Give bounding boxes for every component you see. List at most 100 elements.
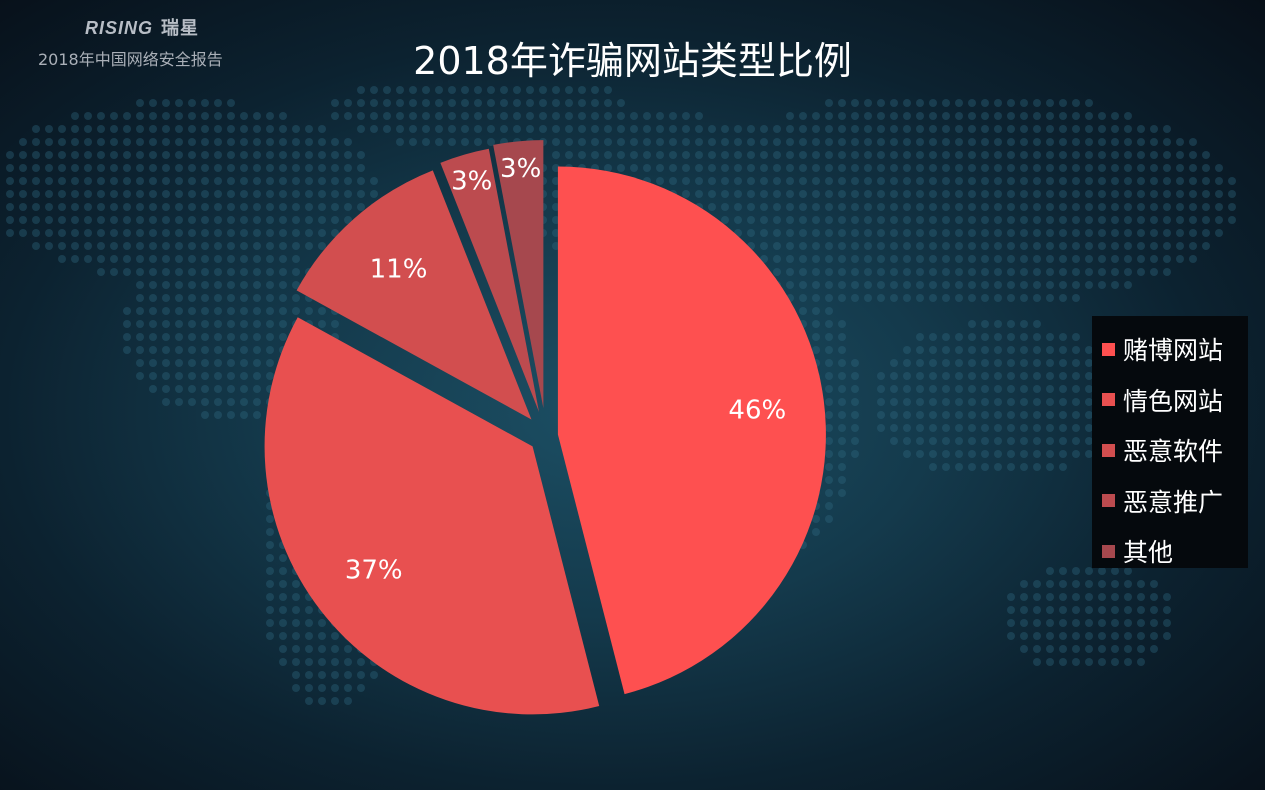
map-dot xyxy=(331,151,339,159)
map-dot xyxy=(1020,164,1028,172)
map-dot xyxy=(305,684,313,692)
map-dot xyxy=(617,125,625,133)
map-dot xyxy=(1059,463,1067,471)
map-dot xyxy=(1046,333,1054,341)
map-dot xyxy=(1150,593,1158,601)
map-dot xyxy=(916,125,924,133)
map-dot xyxy=(955,463,963,471)
map-dot xyxy=(227,268,235,276)
map-dot xyxy=(279,307,287,315)
map-dot xyxy=(1085,177,1093,185)
map-dot xyxy=(838,281,846,289)
map-dot xyxy=(981,151,989,159)
pie-slice xyxy=(264,317,600,715)
pie-slice xyxy=(296,170,532,420)
map-dot xyxy=(188,190,196,198)
map-dot xyxy=(253,372,261,380)
map-dot xyxy=(591,112,599,120)
map-dot xyxy=(266,580,274,588)
map-dot xyxy=(682,151,690,159)
map-dot xyxy=(1085,658,1093,666)
map-dot xyxy=(942,268,950,276)
map-dot xyxy=(1007,229,1015,237)
map-dot xyxy=(1150,242,1158,250)
map-dot xyxy=(487,138,495,146)
map-dot xyxy=(916,229,924,237)
map-dot xyxy=(370,177,378,185)
map-dot xyxy=(1111,268,1119,276)
map-dot xyxy=(227,151,235,159)
map-dot xyxy=(253,346,261,354)
map-dot xyxy=(981,112,989,120)
map-dot xyxy=(825,255,833,263)
map-dot xyxy=(773,229,781,237)
map-dot xyxy=(175,385,183,393)
map-dot xyxy=(721,125,729,133)
map-dot xyxy=(1085,450,1093,458)
map-dot xyxy=(1098,177,1106,185)
slice-percent-label: 11% xyxy=(370,255,428,285)
map-dot xyxy=(318,177,326,185)
map-dot xyxy=(1150,125,1158,133)
map-dot xyxy=(1046,424,1054,432)
map-dot xyxy=(162,320,170,328)
map-dot xyxy=(1033,450,1041,458)
map-dot xyxy=(734,190,742,198)
map-dot xyxy=(799,268,807,276)
map-dot xyxy=(1033,437,1041,445)
map-dot xyxy=(799,164,807,172)
map-dot xyxy=(1163,164,1171,172)
map-dot xyxy=(799,216,807,224)
map-dot xyxy=(916,398,924,406)
map-dot xyxy=(981,450,989,458)
map-dot xyxy=(162,164,170,172)
map-dot xyxy=(188,294,196,302)
map-dot xyxy=(279,203,287,211)
map-dot xyxy=(305,125,313,133)
map-dot xyxy=(994,320,1002,328)
map-dot xyxy=(1059,294,1067,302)
map-dot xyxy=(1007,450,1015,458)
map-dot xyxy=(331,684,339,692)
map-dot xyxy=(1085,229,1093,237)
map-dot xyxy=(305,229,313,237)
map-dot xyxy=(825,242,833,250)
map-dot xyxy=(734,216,742,224)
map-dot xyxy=(812,177,820,185)
map-dot xyxy=(461,112,469,120)
map-dot xyxy=(825,203,833,211)
map-dot xyxy=(929,268,937,276)
map-dot xyxy=(1059,346,1067,354)
map-dot xyxy=(864,229,872,237)
map-dot xyxy=(1189,216,1197,224)
map-dot xyxy=(1033,645,1041,653)
map-dot xyxy=(682,112,690,120)
rising-logo: RISING 瑞星 xyxy=(85,18,200,39)
map-dot xyxy=(266,567,274,575)
map-dot xyxy=(981,411,989,419)
map-dot xyxy=(1046,606,1054,614)
map-dot xyxy=(331,229,339,237)
map-dot xyxy=(331,112,339,120)
map-dot xyxy=(305,606,313,614)
map-dot xyxy=(838,398,846,406)
map-dot xyxy=(838,294,846,302)
map-dot xyxy=(786,125,794,133)
map-dot xyxy=(929,138,937,146)
map-dot xyxy=(396,99,404,107)
map-dot xyxy=(903,99,911,107)
map-dot xyxy=(201,359,209,367)
map-dot xyxy=(1137,632,1145,640)
map-dot xyxy=(1020,138,1028,146)
map-dot xyxy=(136,138,144,146)
map-dot xyxy=(201,385,209,393)
map-dot xyxy=(838,424,846,432)
map-dot xyxy=(877,177,885,185)
map-dot xyxy=(240,229,248,237)
map-dot xyxy=(1020,437,1028,445)
map-dot xyxy=(942,372,950,380)
map-dot xyxy=(1020,411,1028,419)
map-dot xyxy=(877,138,885,146)
map-dot xyxy=(123,125,131,133)
map-dot xyxy=(266,372,274,380)
